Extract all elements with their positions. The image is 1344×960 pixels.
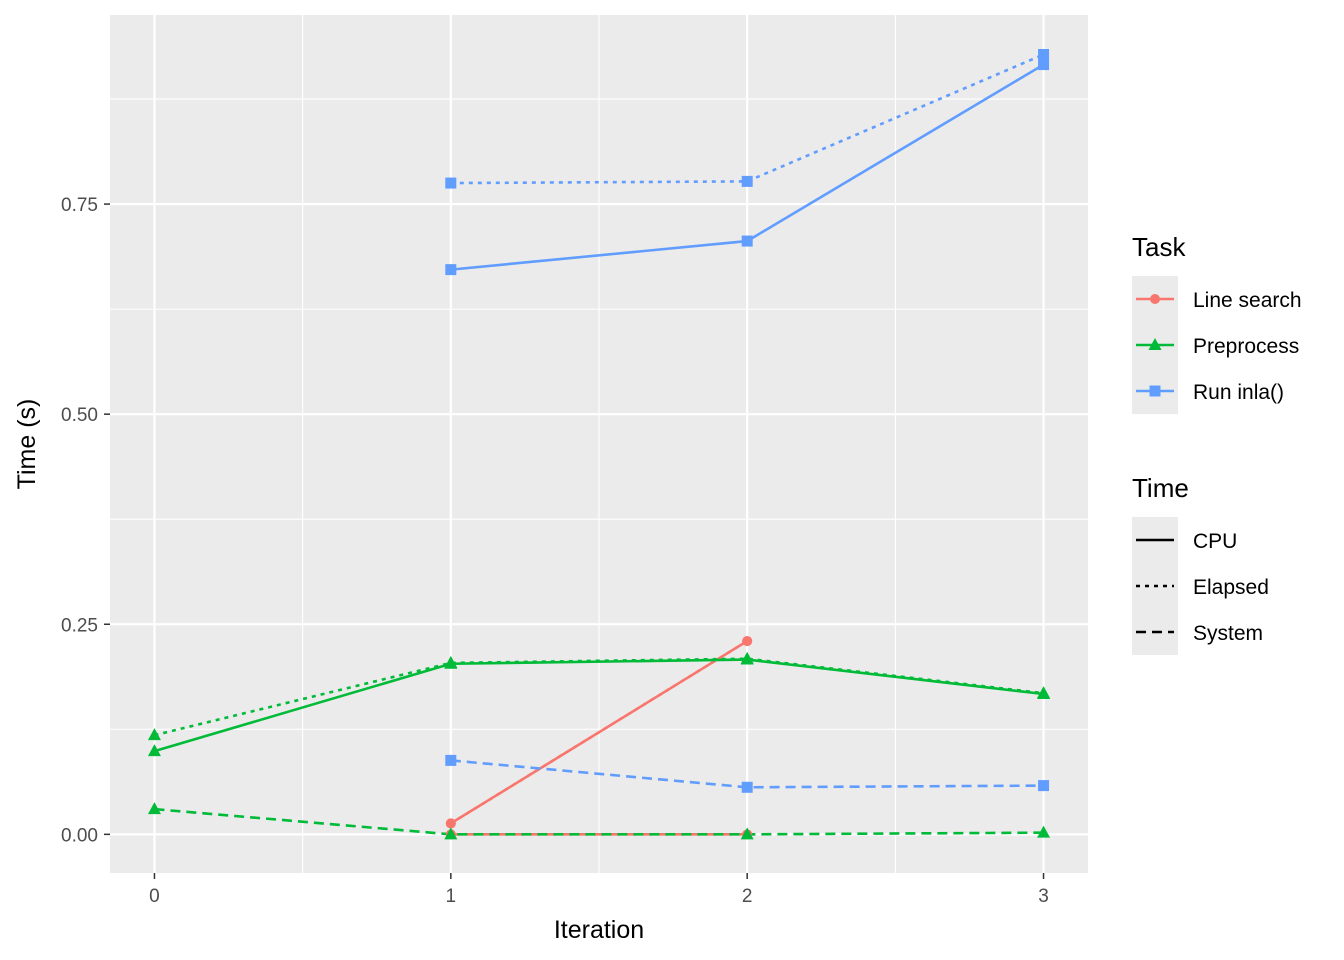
data-point	[444, 827, 458, 840]
series-line-preprocess-elapsed	[154, 657, 1044, 737]
legend-title: Task	[1132, 232, 1186, 262]
data-point	[741, 781, 753, 793]
data-point	[1037, 825, 1051, 838]
legend-key-marker	[1150, 294, 1160, 304]
legend-task: Task Line search Preprocess Run inla()	[1132, 232, 1302, 414]
x-tick-label: 3	[1038, 886, 1049, 907]
data-point	[444, 655, 458, 668]
x-tick-label: 2	[742, 886, 753, 907]
data-point	[445, 754, 457, 766]
series-line-line-search-elapsed	[450, 639, 748, 825]
data-point	[1037, 686, 1051, 699]
y-tick-label: 0.00	[61, 825, 98, 846]
x-tick-label: 1	[446, 886, 457, 907]
y-tick-label: 0.75	[61, 195, 98, 216]
data-point	[147, 744, 161, 757]
series-line-preprocess-system	[154, 807, 1044, 836]
grid-minor	[110, 15, 1088, 873]
legend-label: CPU	[1193, 530, 1237, 553]
data-point	[147, 728, 161, 741]
x-axis-title: Iteration	[554, 916, 644, 944]
data-point	[445, 818, 456, 829]
data-point	[1038, 780, 1050, 792]
legend-title: Time	[1132, 473, 1189, 503]
legend-time: Time CPU Elapsed System	[1132, 473, 1269, 655]
data-point	[740, 827, 754, 840]
x-tick-label: 0	[149, 886, 160, 907]
legend-key-marker	[1149, 385, 1161, 397]
legend-label: Elapsed	[1193, 576, 1269, 599]
data-point	[741, 235, 753, 247]
legend-key-marker	[1148, 338, 1162, 350]
legend-label: Run inla()	[1193, 381, 1284, 404]
data-point	[445, 177, 457, 189]
y-tick-label: 0.25	[61, 615, 98, 636]
y-tick-label: 0.50	[61, 405, 98, 426]
data-point	[1038, 59, 1050, 71]
data-point	[1038, 48, 1050, 60]
data-point	[445, 264, 457, 276]
data-point	[740, 651, 754, 664]
series-points	[147, 48, 1051, 840]
y-axis: 0.00 0.25 0.50 0.75	[61, 195, 110, 846]
legend-label: Preprocess	[1193, 335, 1299, 358]
data-point	[147, 802, 161, 815]
legend-label: System	[1193, 622, 1263, 645]
legend-label: Line search	[1193, 289, 1302, 312]
data-point	[742, 636, 753, 647]
x-axis: 0 1 2 3	[149, 873, 1049, 907]
y-axis-title: Time (s)	[13, 399, 41, 490]
data-point	[741, 175, 753, 187]
